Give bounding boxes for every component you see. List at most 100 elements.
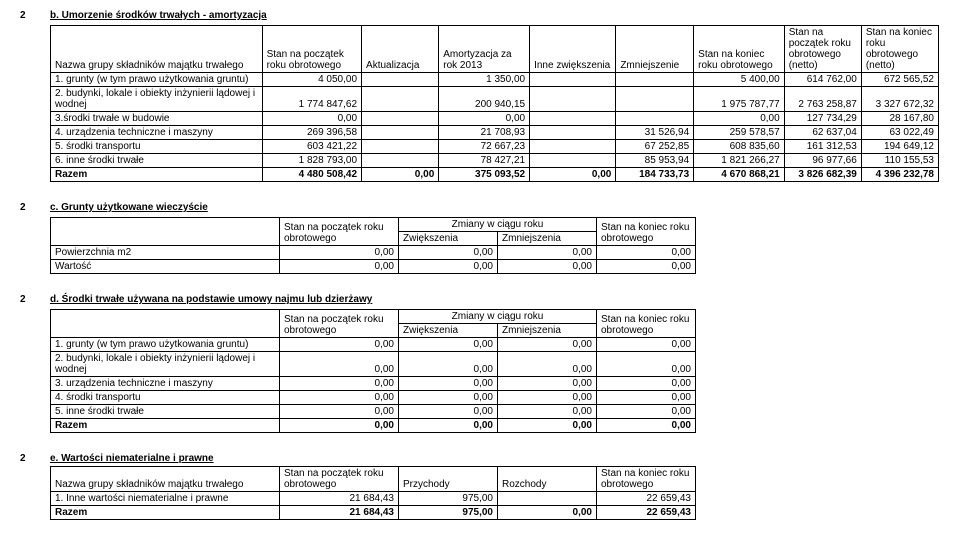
table-row: 1. grunty (w tym prawo użytkowania grunt… [51,338,696,352]
cell-value: 3 327 672,32 [861,87,938,112]
table-d-header-row1: Stan na początek roku obrotowego Zmiany … [51,310,696,324]
total-value: 0,00 [597,419,696,433]
table-row: 3. urządzenia techniczne i maszyny0,000,… [51,377,696,391]
total-value: 4 480 508,42 [262,168,361,182]
cell-value: 603 421,22 [262,140,361,154]
total-value: 0,00 [280,419,399,433]
cell-value: 0,00 [597,391,696,405]
table-e-header-row: Nazwa grupy składników majątku trwałego … [51,467,696,492]
total-value: 4 396 232,78 [861,168,938,182]
cell-value: 614 762,00 [784,73,861,87]
col-header: Zmniejszenie [616,26,694,73]
section-d: 2 d. Środki trwałe używana na podstawie … [20,294,939,433]
cell-value: 0,00 [399,260,498,274]
section-d-title: d. Środki trwałe używana na podstawie um… [50,294,372,305]
col-header: Stan na koniec roku obrotowego [597,310,696,338]
total-value: 184 733,73 [616,168,694,182]
total-value: 0,00 [399,419,498,433]
row-label: 4. urządzenia techniczne i maszyny [51,126,263,140]
col-header: Zmiany w ciągu roku [399,310,597,324]
cell-value: 0,00 [498,246,597,260]
total-row: Razem0,000,000,000,00 [51,419,696,433]
cell-value [530,154,616,168]
cell-value: 1 975 787,77 [694,87,785,112]
cell-value: 0,00 [498,260,597,274]
cell-value: 975,00 [399,492,498,506]
col-header: Stan na koniec roku obrotowego [597,467,696,492]
row-label: 4. środki transportu [51,391,280,405]
cell-value: 259 578,57 [694,126,785,140]
cell-value: 1 828 793,00 [262,154,361,168]
row-label: 3.środki trwałe w budowie [51,112,263,126]
cell-value: 0,00 [498,391,597,405]
col-header: Stan na początek roku obrotowego [280,218,399,246]
section-b: 2 b. Umorzenie środków trwałych - amorty… [20,10,939,182]
col-header: Zmiany w ciągu roku [399,218,597,232]
row-label: 6. inne środki trwałe [51,154,263,168]
cell-value: 0,00 [597,246,696,260]
cell-value: 0,00 [498,338,597,352]
section-b-header: 2 b. Umorzenie środków trwałych - amorty… [20,10,939,21]
cell-value [616,112,694,126]
row-label: 2. budynki, lokale i obiekty inżynierii … [51,87,263,112]
cell-value: 0,00 [498,405,597,419]
table-row: 4. urządzenia techniczne i maszyny269 39… [51,126,939,140]
cell-value: 0,00 [399,391,498,405]
table-d: Stan na początek roku obrotowego Zmiany … [50,309,696,433]
table-b: Nazwa grupy składników majątku trwałego … [50,25,939,182]
cell-value: 672 565,52 [861,73,938,87]
col-header: Inne zwiększenia [530,26,616,73]
col-header: Aktualizacja [362,26,439,73]
col-subheader: Zwiększenia [399,324,498,338]
table-row: 1. Inne wartości niematerialne i prawne2… [51,492,696,506]
total-row: Razem21 684,43975,000,0022 659,43 [51,506,696,520]
cell-value [530,87,616,112]
section-d-num: 2 [20,294,30,305]
cell-value: 1 350,00 [439,73,530,87]
cell-value [362,112,439,126]
table-row: Wartość0,000,000,000,00 [51,260,696,274]
cell-value [530,140,616,154]
cell-value: 0,00 [262,112,361,126]
table-c-header-row1: Stan na początek roku obrotowego Zmiany … [51,218,696,232]
cell-value: 0,00 [399,377,498,391]
total-value: 975,00 [399,506,498,520]
total-value: 0,00 [498,419,597,433]
row-label: Powierzchnia m2 [51,246,280,260]
total-value: 0,00 [498,506,597,520]
total-value: 3 826 682,39 [784,168,861,182]
total-value: 375 093,52 [439,168,530,182]
row-label: 2. budynki, lokale i obiekty inżynierii … [51,352,280,377]
table-row: 3.środki trwałe w budowie0,000,000,00127… [51,112,939,126]
row-label: 3. urządzenia techniczne i maszyny [51,377,280,391]
cell-value: 0,00 [399,338,498,352]
col-header [51,218,280,246]
cell-value: 0,00 [280,377,399,391]
cell-value: 0,00 [597,377,696,391]
cell-value: 22 659,43 [597,492,696,506]
cell-value [362,126,439,140]
col-header: Stan na początek roku obrotowego [262,26,361,73]
col-header: Amortyzacja za rok 2013 [439,26,530,73]
table-row: 5. inne środki trwałe0,000,000,000,00 [51,405,696,419]
cell-value: 28 167,80 [861,112,938,126]
table-row: 2. budynki, lokale i obiekty inżynierii … [51,87,939,112]
cell-value [530,112,616,126]
table-row: 2. budynki, lokale i obiekty inżynierii … [51,352,696,377]
col-header: Stan na koniec roku obrotowego [694,26,785,73]
cell-value: 0,00 [280,246,399,260]
cell-value: 0,00 [694,112,785,126]
table-row: 4. środki transportu0,000,000,000,00 [51,391,696,405]
col-header: Stan na koniec roku obrotowego [597,218,696,246]
cell-value: 0,00 [597,260,696,274]
row-label: 1. grunty (w tym prawo użytkowania grunt… [51,73,263,87]
cell-value [362,73,439,87]
total-value: 22 659,43 [597,506,696,520]
col-header: Przychody [399,467,498,492]
col-header: Nazwa grupy składników majątku trwałego [51,467,280,492]
cell-value: 31 526,94 [616,126,694,140]
cell-value: 200 940,15 [439,87,530,112]
section-c-header: 2 c. Grunty użytkowane wieczyście [20,202,939,213]
col-header: Rozchody [498,467,597,492]
total-label: Razem [51,506,280,520]
